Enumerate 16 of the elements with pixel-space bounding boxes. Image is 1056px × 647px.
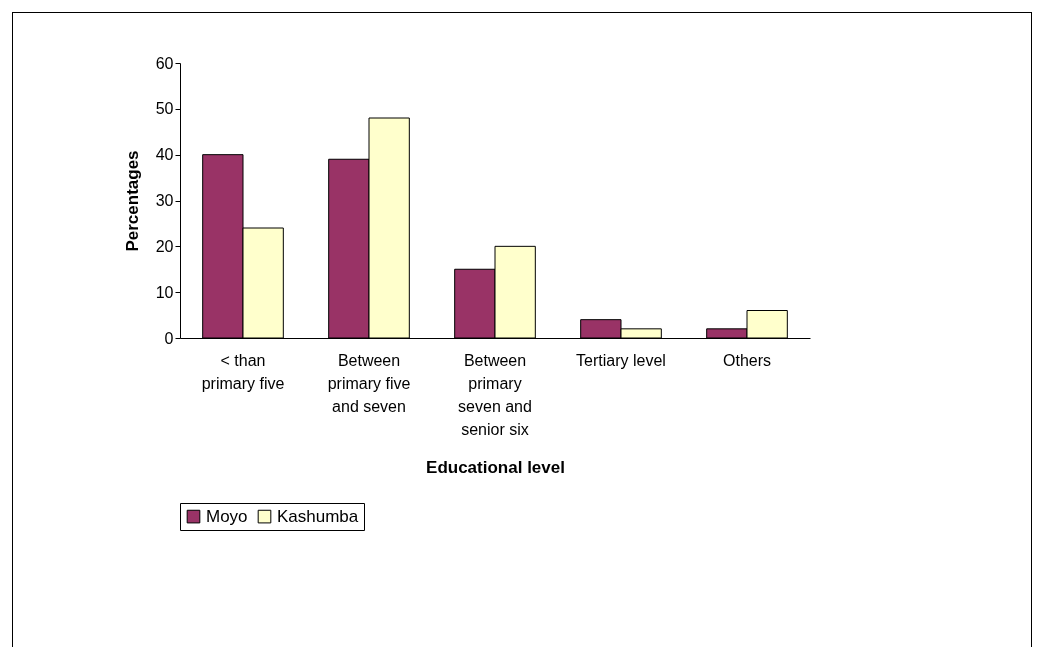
x-axis-title: Educational level: [426, 457, 565, 477]
x-tick-label: Between primary five and seven: [327, 351, 411, 415]
x-tick-label: < than primary five: [201, 351, 285, 392]
y-tick-label: 30: [155, 192, 174, 209]
legend-label: Moyo: [206, 506, 248, 526]
x-tick-label: Tertiary level: [576, 351, 666, 369]
y-tick-label: 20: [155, 237, 174, 255]
y-tick-label: 40: [155, 146, 174, 164]
y-tick-label: 60: [155, 54, 174, 72]
y-tick-label: 10: [155, 283, 174, 301]
legend-label: Kashumba: [277, 506, 359, 526]
y-axis-title: Percentages: [122, 150, 142, 252]
x-tick-label: Others: [722, 351, 772, 369]
y-tick-label: 0: [164, 329, 174, 347]
y-tick-label: 50: [155, 100, 174, 118]
x-tick-label: Between primary seven and senior six: [458, 351, 532, 438]
